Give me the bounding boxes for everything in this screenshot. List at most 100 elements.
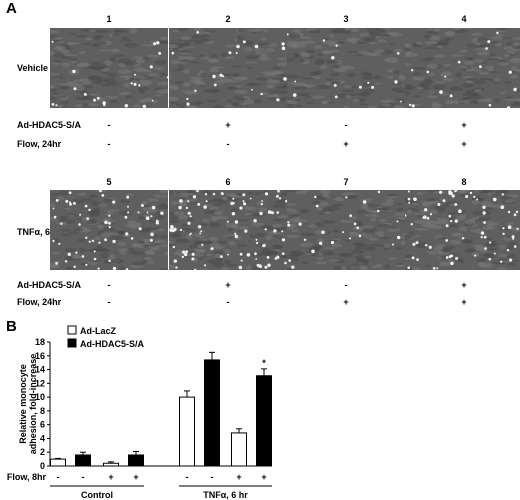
adherent-cell <box>451 194 455 198</box>
adherent-cell <box>516 227 519 230</box>
adherent-cell <box>238 265 243 270</box>
adherent-cell <box>232 202 235 205</box>
micrograph <box>405 190 520 270</box>
adherent-cell <box>493 199 496 202</box>
adherent-cell <box>454 219 458 223</box>
adherent-cell <box>442 199 446 203</box>
adherent-cell <box>407 266 410 269</box>
adherent-cell <box>75 251 78 254</box>
adherent-cell <box>436 267 439 270</box>
adherent-cell <box>394 80 398 84</box>
y-tick-label: 18 <box>35 337 45 347</box>
adherent-cell <box>186 97 189 101</box>
micrograph-number: 4 <box>461 14 467 24</box>
treatment-label: Ad-HDAC5-S/A <box>17 280 81 290</box>
adherent-cell <box>450 220 453 223</box>
adherent-cell <box>232 197 235 200</box>
adherent-cell <box>179 199 183 203</box>
treatment-sign: + <box>461 120 467 130</box>
bar <box>50 458 66 467</box>
adherent-cell <box>194 89 197 92</box>
adherent-cell <box>267 263 271 267</box>
adherent-cell <box>506 106 511 108</box>
adherent-cell <box>52 207 55 210</box>
adherent-cell <box>213 83 217 87</box>
adherent-cell <box>294 80 297 83</box>
adherent-cell <box>166 76 168 79</box>
adherent-cell <box>187 221 191 225</box>
adherent-cell <box>88 240 91 243</box>
adherent-cell <box>151 205 156 210</box>
adherent-cell <box>349 214 352 217</box>
adherent-cell <box>454 203 458 206</box>
adherent-cell <box>102 101 106 105</box>
y-tick-label: 10 <box>35 392 45 402</box>
adherent-cell <box>191 252 195 256</box>
adherent-cell <box>239 252 243 256</box>
adherent-cell <box>437 203 441 206</box>
treatment-sign: - <box>226 139 230 149</box>
adherent-cell <box>51 40 54 43</box>
adherent-cell <box>189 215 192 218</box>
adherent-cell <box>197 202 201 206</box>
adherent-cell <box>474 254 477 257</box>
adherent-cell <box>146 211 149 214</box>
adherent-cell <box>480 231 485 235</box>
adherent-cell <box>185 250 189 253</box>
adherent-cell <box>84 204 88 208</box>
adherent-cell <box>342 231 345 234</box>
adherent-cell <box>496 31 499 35</box>
adherent-cell <box>150 215 153 218</box>
adherent-cell <box>112 200 116 204</box>
adherent-cell <box>239 206 243 210</box>
adherent-cell <box>93 257 97 261</box>
adherent-cell <box>396 220 399 223</box>
adherent-cell <box>276 255 280 259</box>
adherent-cell <box>261 200 263 202</box>
adherent-cell <box>493 252 496 255</box>
adherent-cell <box>181 255 184 259</box>
adherent-cell <box>85 236 88 239</box>
adherent-cell <box>231 212 236 216</box>
adherent-cell <box>127 211 130 214</box>
adherent-cell <box>140 204 144 207</box>
adherent-cell <box>204 264 207 267</box>
adherent-cell <box>279 197 282 200</box>
adherent-cell <box>256 241 259 245</box>
adherent-cell <box>358 85 362 89</box>
y-tick-label: 12 <box>35 378 45 388</box>
adherent-cell <box>254 252 257 256</box>
adherent-cell <box>480 236 483 239</box>
adherent-cell <box>254 44 259 49</box>
treatment-sign: + <box>225 120 231 130</box>
adherent-cell <box>244 229 248 233</box>
group-label: TNFα, 6 hr <box>203 490 248 500</box>
adherent-cell <box>199 232 202 235</box>
adherent-cell <box>197 225 202 229</box>
adherent-cell <box>276 98 280 102</box>
adherent-cell <box>73 87 77 91</box>
adherent-cell <box>234 220 239 224</box>
adherent-cell <box>172 229 175 233</box>
adherent-cell <box>240 259 243 262</box>
adherent-cell <box>507 210 511 214</box>
adherent-cell <box>97 267 100 270</box>
adherent-cell <box>138 84 141 87</box>
adherent-cell <box>227 253 229 256</box>
micrograph <box>50 190 168 270</box>
row-label-vehicle: Vehicle <box>17 63 49 73</box>
adherent-cell <box>185 206 189 210</box>
adherent-cell <box>502 232 505 236</box>
adherent-cell <box>160 211 164 215</box>
adherent-cell <box>485 47 488 50</box>
y-axis-label-line: Relative monocyte <box>18 364 28 444</box>
adherent-cell <box>124 104 128 108</box>
treatment-sign: - <box>107 280 111 290</box>
adherent-cell <box>234 234 238 239</box>
adherent-cell <box>175 266 178 269</box>
adherent-cell <box>236 44 240 49</box>
adherent-cell <box>415 241 419 245</box>
adherent-cell <box>334 95 338 99</box>
adherent-cell <box>333 83 337 87</box>
treatment-sign: - <box>107 139 111 149</box>
